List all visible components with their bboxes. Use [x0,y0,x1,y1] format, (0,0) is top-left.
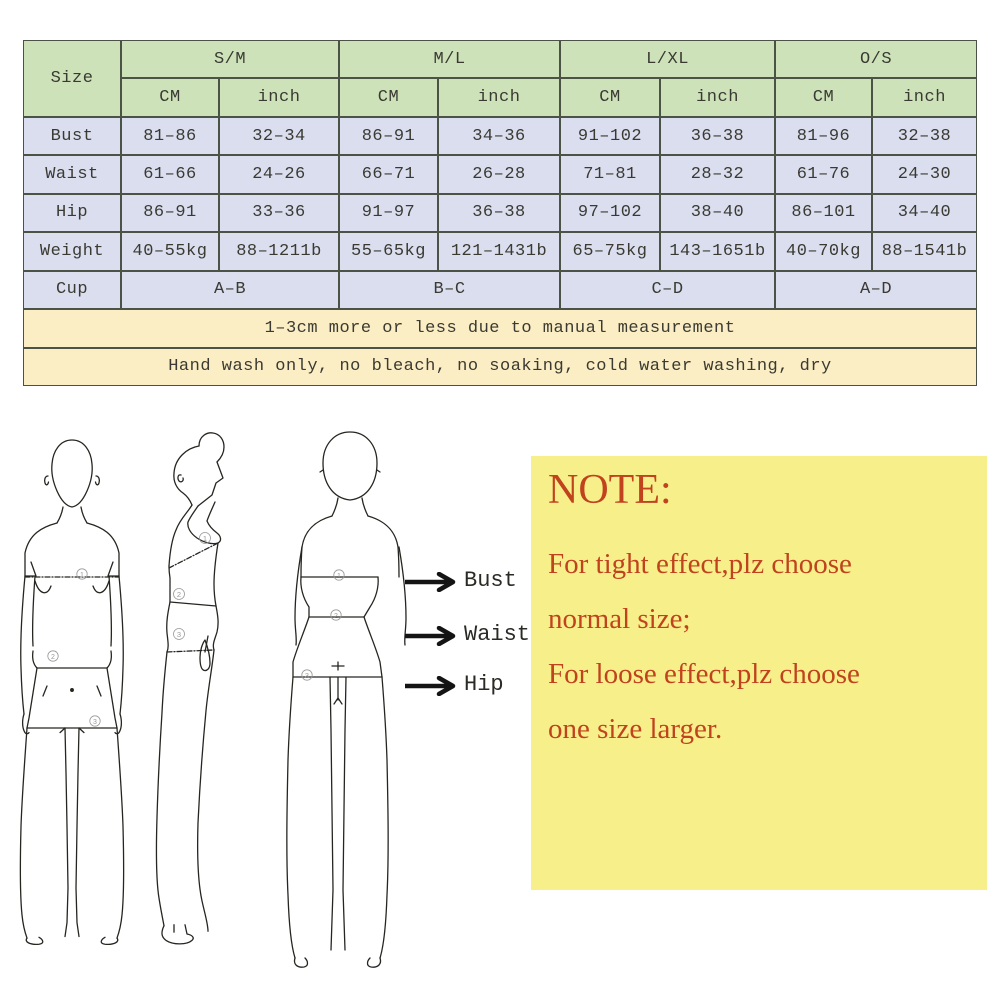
svg-text:2: 2 [334,613,338,620]
svg-text:1: 1 [203,534,207,543]
svg-text:3: 3 [93,719,97,726]
svg-text:2: 2 [177,590,181,599]
svg-text:3: 3 [177,630,181,639]
svg-text:3: 3 [305,673,309,680]
svg-text:1: 1 [337,573,341,580]
svg-text:1: 1 [80,572,84,579]
svg-text:2: 2 [51,654,55,661]
